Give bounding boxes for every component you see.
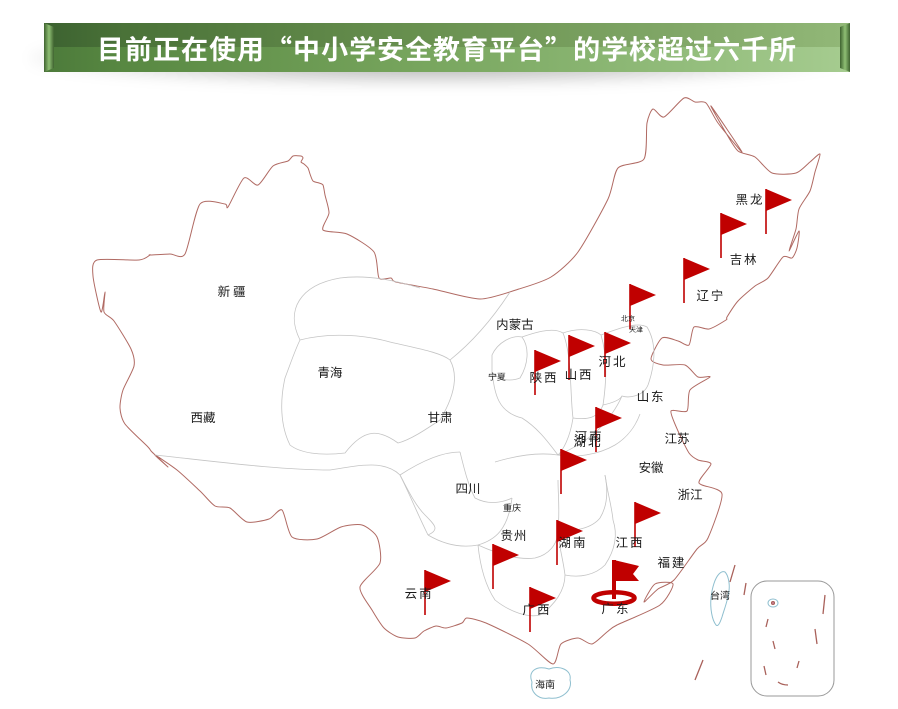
svg-text:云南: 云南 (404, 583, 433, 602)
svg-text:江苏: 江苏 (664, 428, 690, 447)
svg-text:山东: 山东 (636, 386, 665, 405)
svg-text:黑龙: 黑龙 (735, 189, 764, 208)
svg-text:海南: 海南 (535, 676, 555, 691)
svg-text:贵州: 贵州 (500, 525, 527, 544)
svg-text:福建: 福建 (657, 552, 686, 571)
svg-text:甘肃: 甘肃 (427, 407, 453, 426)
svg-text:重庆: 重庆 (503, 501, 521, 514)
svg-text:台湾: 台湾 (710, 587, 730, 602)
svg-text:新疆: 新疆 (217, 281, 248, 300)
svg-text:陕西: 陕西 (529, 367, 558, 386)
svg-text:湖北: 湖北 (573, 431, 602, 450)
svg-text:北京: 北京 (621, 314, 635, 324)
svg-text:吉林: 吉林 (729, 249, 758, 268)
svg-text:辽宁: 辽宁 (696, 285, 725, 304)
svg-text:山西: 山西 (564, 364, 593, 383)
svg-text:天津: 天津 (629, 325, 643, 335)
svg-text:安徽: 安徽 (638, 457, 664, 476)
svg-text:江西: 江西 (615, 532, 644, 551)
svg-text:内蒙古: 内蒙古 (496, 314, 534, 333)
svg-text:西藏: 西藏 (190, 407, 216, 426)
svg-text:广西: 广西 (522, 599, 551, 618)
svg-text:青海: 青海 (317, 362, 343, 381)
svg-text:宁夏: 宁夏 (488, 370, 506, 383)
svg-text:广东: 广东 (601, 598, 630, 617)
svg-text:浙江: 浙江 (677, 484, 702, 503)
svg-text:河北: 河北 (598, 351, 627, 370)
svg-text:湖南: 湖南 (558, 532, 587, 551)
svg-text:四川: 四川 (455, 478, 480, 497)
